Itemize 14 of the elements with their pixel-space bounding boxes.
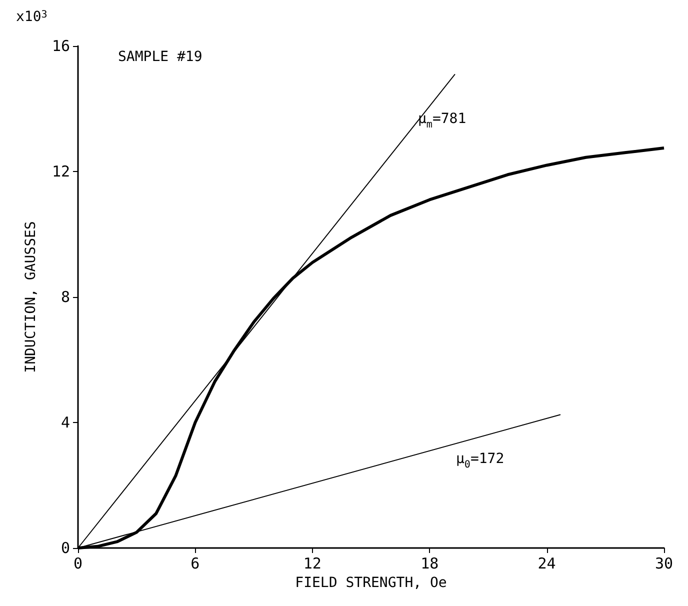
x-tick-label: 12 [303,554,322,572]
y-tick-label: 12 [52,162,70,180]
y-axis-title: INDUCTION, GAUSSES [23,221,39,373]
x-tick-label: 6 [190,554,200,572]
x-tick-label: 30 [654,554,674,572]
x-tick-label: 24 [538,554,556,572]
x-axis-title: FIELD STRENGTH, Oe [295,575,447,591]
y-tick-label: 0 [60,539,70,557]
annotation: SAMPLE #19 [118,49,202,65]
x-tick-label: 0 [73,554,83,572]
x-tick-label: 18 [420,554,439,572]
y-tick-label: 16 [52,37,70,55]
y-tick-label: 8 [60,288,70,306]
y-tick-label: 4 [60,414,70,432]
